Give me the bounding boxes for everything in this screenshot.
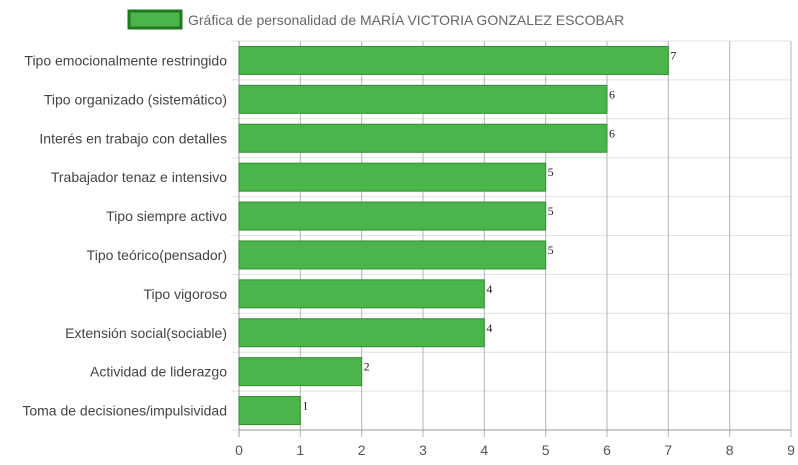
x-tick-label: 6 bbox=[603, 442, 611, 458]
bar[interactable] bbox=[238, 162, 547, 192]
data-label: 6 bbox=[609, 126, 615, 140]
data-label: 2 bbox=[364, 360, 370, 374]
data-label: 4 bbox=[486, 282, 492, 296]
bar-series bbox=[238, 45, 669, 426]
data-label: 1 bbox=[302, 399, 308, 413]
category-label: Actividad de liderazgo bbox=[90, 364, 227, 380]
category-label: Tipo siempre activo bbox=[106, 208, 227, 224]
bar[interactable] bbox=[238, 45, 669, 75]
category-label: Toma de decisiones/impulsividad bbox=[22, 403, 227, 419]
x-tick-label: 7 bbox=[664, 442, 672, 458]
x-tick-label: 8 bbox=[726, 442, 734, 458]
data-label: 5 bbox=[548, 165, 554, 179]
category-label: Tipo vigoroso bbox=[143, 286, 227, 302]
category-label: Tipo teórico(pensador) bbox=[87, 247, 227, 263]
data-label: 6 bbox=[609, 87, 615, 101]
data-label: 4 bbox=[486, 321, 492, 335]
category-label: Tipo organizado (sistemático) bbox=[44, 91, 227, 107]
bar[interactable] bbox=[238, 318, 485, 348]
data-label: 5 bbox=[548, 243, 554, 257]
bar[interactable] bbox=[238, 84, 608, 114]
bar[interactable] bbox=[238, 279, 485, 309]
data-label: 5 bbox=[548, 204, 554, 218]
legend-series-name: Gráfica de personalidad de MARÍA VICTORI… bbox=[188, 12, 624, 28]
bar[interactable] bbox=[238, 123, 608, 153]
x-tick-label: 9 bbox=[787, 442, 795, 458]
x-tick-label: 1 bbox=[296, 442, 304, 458]
x-tick-label: 5 bbox=[542, 442, 550, 458]
bar[interactable] bbox=[238, 357, 363, 387]
legend-swatch bbox=[127, 9, 183, 30]
value-axis: 0 1 2 3 4 5 6 7 8 9 bbox=[235, 442, 795, 458]
x-tick-label: 3 bbox=[419, 442, 427, 458]
category-axis: Tipo emocionalmente restringido Tipo orga… bbox=[22, 52, 227, 418]
category-label: Extensión social(sociable) bbox=[65, 325, 227, 341]
bar[interactable] bbox=[238, 201, 547, 231]
data-labels: 7 6 6 5 5 5 4 4 2 1 bbox=[302, 48, 676, 412]
category-label: Tipo emocionalmente restringido bbox=[24, 52, 227, 68]
bar[interactable] bbox=[238, 396, 301, 426]
data-label: 7 bbox=[670, 48, 676, 62]
category-label: Interés en trabajo con detalles bbox=[39, 130, 227, 146]
category-label: Trabajador tenaz e intensivo bbox=[51, 169, 227, 185]
x-tick-label: 0 bbox=[235, 442, 243, 458]
x-tick-label: 2 bbox=[358, 442, 366, 458]
bar[interactable] bbox=[238, 240, 547, 270]
x-tick-label: 4 bbox=[480, 442, 488, 458]
chart-legend[interactable]: Gráfica de personalidad de MARÍA VICTORI… bbox=[127, 9, 624, 30]
